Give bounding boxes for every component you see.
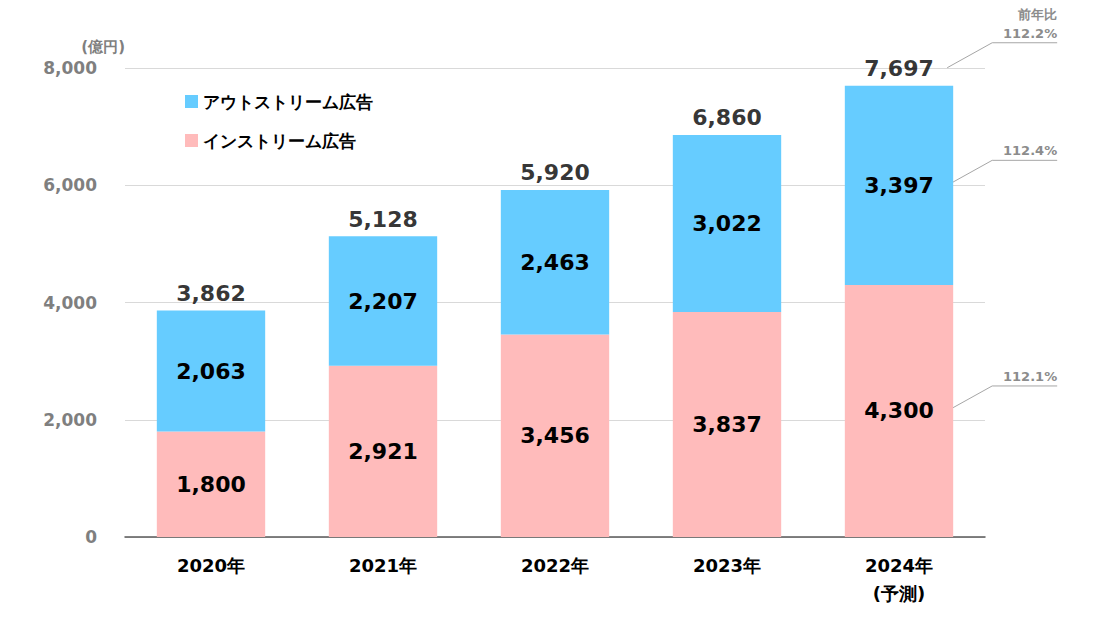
svg-text:インストリーム広告: インストリーム広告	[203, 131, 356, 151]
svg-text:0: 0	[85, 527, 97, 547]
svg-text:2023年: 2023年	[693, 555, 761, 576]
svg-text:4,000: 4,000	[43, 293, 97, 313]
svg-text:5,128: 5,128	[348, 207, 418, 232]
svg-text:(億円): (億円)	[81, 38, 125, 56]
svg-text:前年比: 前年比	[1017, 7, 1057, 22]
svg-text:4,300: 4,300	[864, 398, 934, 423]
svg-text:3,456: 3,456	[520, 423, 590, 448]
svg-text:1,800: 1,800	[176, 472, 246, 497]
svg-text:(予測): (予測)	[873, 583, 925, 604]
svg-text:2,921: 2,921	[348, 439, 418, 464]
svg-text:6,000: 6,000	[43, 175, 97, 195]
svg-text:7,697: 7,697	[864, 56, 934, 81]
svg-text:アウトストリーム広告: アウトストリーム広告	[203, 92, 373, 112]
svg-text:2,463: 2,463	[520, 250, 590, 275]
svg-text:2020年: 2020年	[177, 555, 245, 576]
svg-text:2021年: 2021年	[349, 555, 417, 576]
svg-text:8,000: 8,000	[43, 58, 97, 78]
svg-text:3,862: 3,862	[176, 281, 246, 306]
svg-text:2,063: 2,063	[176, 359, 246, 384]
svg-text:2,000: 2,000	[43, 410, 97, 430]
svg-text:112.2%: 112.2%	[1003, 26, 1057, 41]
svg-text:112.1%: 112.1%	[1003, 369, 1057, 384]
svg-text:3,022: 3,022	[692, 211, 762, 236]
svg-text:2,207: 2,207	[348, 289, 418, 314]
svg-text:5,920: 5,920	[520, 160, 590, 185]
svg-text:2024年: 2024年	[865, 555, 933, 576]
svg-text:3,837: 3,837	[692, 412, 762, 437]
svg-text:6,860: 6,860	[692, 105, 762, 130]
svg-text:112.4%: 112.4%	[1003, 143, 1057, 158]
svg-text:2022年: 2022年	[521, 555, 589, 576]
svg-text:3,397: 3,397	[864, 173, 934, 198]
